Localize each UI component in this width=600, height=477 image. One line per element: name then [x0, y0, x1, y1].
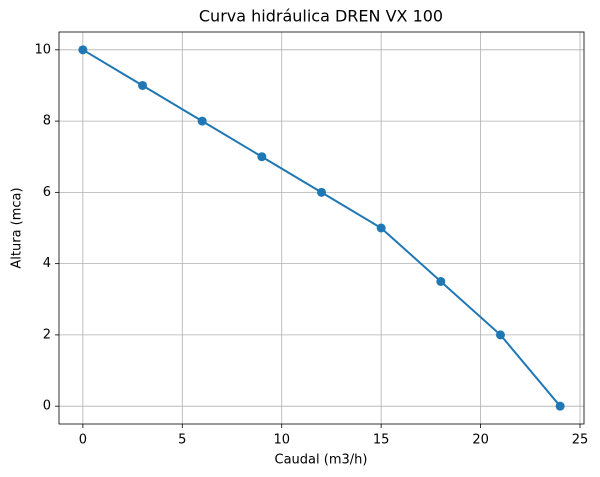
data-point [138, 80, 148, 90]
x-tick-label: 20 [472, 433, 489, 448]
plot-frame [58, 31, 585, 425]
x-tick-label: 25 [572, 433, 589, 448]
chart-title: Curva hidráulica DREN VX 100 [199, 7, 443, 26]
x-tick-label: 5 [178, 433, 186, 448]
y-tick-label: 6 [43, 185, 51, 200]
x-tick-label: 10 [273, 433, 290, 448]
y-tick-label: 10 [34, 42, 51, 57]
data-point [317, 187, 326, 197]
data-point [197, 116, 207, 126]
x-axis-label: Caudal (m3/h) [275, 453, 368, 468]
x-tick-label: 0 [79, 433, 87, 448]
data-point [376, 223, 386, 233]
y-tick-label: 2 [43, 327, 51, 342]
x-tick-label: 15 [373, 433, 390, 448]
data-point [257, 152, 267, 162]
data-point [436, 276, 446, 286]
y-tick-label: 4 [43, 256, 51, 271]
data-point [555, 401, 565, 411]
y-axis-label: Altura (mca) [10, 187, 25, 268]
y-tick-label: 0 [43, 399, 51, 414]
data-point [495, 330, 505, 340]
data-line [82, 48, 561, 407]
y-tick-label: 8 [43, 114, 51, 129]
data-point [78, 45, 88, 55]
